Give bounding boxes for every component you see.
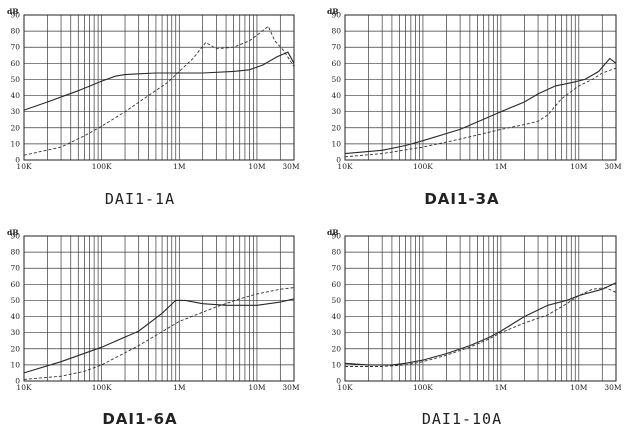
y-tick-label: 40 <box>331 91 341 100</box>
chart-title: DAI1-6A <box>102 410 177 428</box>
x-tick-label: 10M <box>248 383 266 392</box>
y-tick-label: 60 <box>331 59 341 68</box>
grid-lines <box>344 14 617 161</box>
series-line-dashed <box>23 25 295 156</box>
x-tick-label: 30M <box>282 162 300 171</box>
y-tick-label: 90 <box>10 232 20 241</box>
grid-lines <box>344 235 617 382</box>
y-axis-label: dB <box>327 7 339 16</box>
y-tick-label: 20 <box>10 123 20 132</box>
y-tick-label: 90 <box>331 11 341 20</box>
y-axis-label: dB <box>7 7 19 16</box>
plot-frame <box>23 14 295 161</box>
x-tick-label: 10M <box>248 162 266 171</box>
x-tick-label: 1M <box>495 162 508 171</box>
y-tick-label: 70 <box>10 264 20 273</box>
y-tick-label: 0 <box>336 377 341 386</box>
series-line-dashed <box>344 67 617 158</box>
plot-frame <box>23 235 295 382</box>
x-tick-label: 30M <box>604 383 622 392</box>
chart-title: DAI1-3A <box>424 190 499 208</box>
x-tick-label: 10K <box>337 383 353 392</box>
plot-frame <box>344 235 617 382</box>
plot-frame <box>344 14 617 161</box>
grid-lines <box>23 235 295 382</box>
chart-title: DAI1-1A <box>105 190 175 208</box>
x-tick-label: 30M <box>604 162 622 171</box>
y-tick-label: 30 <box>10 328 20 337</box>
y-tick-label: 0 <box>15 377 20 386</box>
x-tick-label: 10K <box>337 162 353 171</box>
y-tick-label: 60 <box>10 280 20 289</box>
y-tick-label: 80 <box>331 27 341 36</box>
y-tick-label: 80 <box>331 248 341 257</box>
series-line-solid <box>23 298 295 374</box>
y-tick-label: 50 <box>331 296 341 305</box>
y-tick-label: 30 <box>331 328 341 337</box>
y-tick-label: 80 <box>10 248 20 257</box>
y-tick-label: 60 <box>331 280 341 289</box>
y-tick-label: 20 <box>331 123 341 132</box>
y-tick-label: 10 <box>10 360 20 369</box>
x-tick-label: 10M <box>570 383 588 392</box>
y-tick-label: 10 <box>331 360 341 369</box>
y-tick-label: 0 <box>336 156 341 165</box>
y-tick-label: 50 <box>331 75 341 84</box>
y-tick-label: 50 <box>10 75 20 84</box>
y-tick-label: 90 <box>10 11 20 20</box>
chart-title: DAI1-10A <box>422 410 502 428</box>
x-tick-label: 100K <box>413 162 433 171</box>
y-tick-label: 20 <box>10 344 20 353</box>
x-tick-label: 1M <box>495 383 508 392</box>
x-tick-label: 10M <box>570 162 588 171</box>
y-tick-label: 50 <box>10 296 20 305</box>
y-tick-label: 30 <box>10 107 20 116</box>
x-tick-label: 100K <box>92 162 112 171</box>
y-tick-label: 70 <box>10 43 20 52</box>
y-tick-label: 20 <box>331 344 341 353</box>
y-tick-label: 40 <box>10 312 20 321</box>
x-tick-label: 1M <box>173 383 186 392</box>
y-tick-label: 10 <box>331 139 341 148</box>
y-tick-label: 80 <box>10 27 20 36</box>
y-tick-label: 10 <box>10 139 20 148</box>
x-tick-label: 100K <box>413 383 433 392</box>
y-tick-label: 60 <box>10 59 20 68</box>
x-tick-label: 1M <box>173 162 186 171</box>
y-tick-label: 90 <box>331 232 341 241</box>
x-tick-label: 30M <box>282 383 300 392</box>
series-line-solid <box>23 51 295 111</box>
y-axis-label: dB <box>327 228 339 237</box>
x-tick-label: 10K <box>16 162 32 171</box>
y-tick-label: 70 <box>331 43 341 52</box>
y-tick-label: 0 <box>15 156 20 165</box>
y-tick-label: 40 <box>10 91 20 100</box>
series-line-dashed <box>345 287 617 367</box>
y-tick-label: 70 <box>331 264 341 273</box>
y-tick-label: 40 <box>331 312 341 321</box>
series-line-solid <box>344 57 617 155</box>
x-tick-label: 10K <box>16 383 32 392</box>
series-line-solid <box>344 282 617 366</box>
x-tick-label: 100K <box>92 383 112 392</box>
grid-lines <box>23 14 295 161</box>
y-tick-label: 30 <box>331 107 341 116</box>
y-axis-label: dB <box>7 228 19 237</box>
